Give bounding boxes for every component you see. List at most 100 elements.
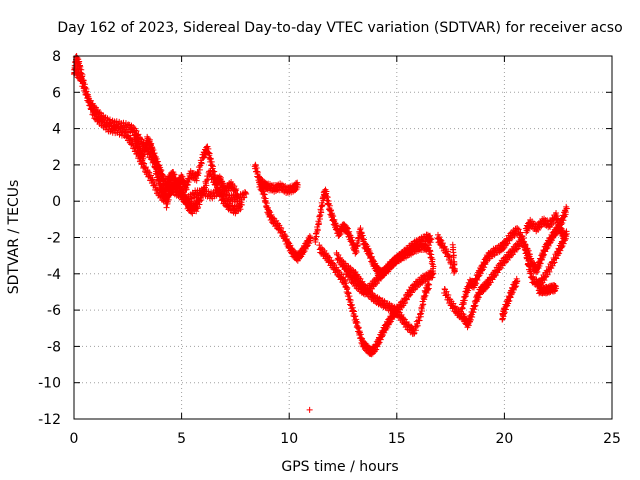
data-point [328, 257, 335, 264]
data-point [489, 276, 496, 283]
data-point [563, 205, 570, 212]
data-point [345, 290, 352, 297]
data-point [216, 186, 223, 193]
data-point [557, 247, 564, 254]
data-point [307, 234, 314, 241]
data-point [494, 269, 501, 276]
data-point [219, 178, 226, 185]
series-track [72, 65, 245, 217]
data-point [284, 235, 291, 242]
data-point [180, 190, 187, 197]
data-point [366, 249, 373, 256]
data-point [562, 209, 569, 216]
data-point [514, 225, 521, 232]
data-point [195, 170, 202, 177]
data-point [403, 296, 410, 303]
data-point [496, 266, 503, 273]
data-point [377, 336, 384, 343]
data-point [541, 277, 548, 284]
data-point [166, 192, 173, 199]
data-point [346, 228, 353, 235]
data-point [553, 255, 560, 262]
data-point [151, 150, 158, 157]
data-point [478, 267, 485, 274]
data-point [159, 171, 166, 178]
data-point [514, 278, 521, 285]
data-point [207, 156, 214, 163]
data-point [243, 190, 250, 197]
y-tick-label: 2 [52, 158, 61, 174]
data-point [209, 162, 216, 169]
data-point [280, 228, 287, 235]
data-point [172, 176, 179, 183]
data-point [538, 256, 545, 263]
data-point [353, 249, 360, 256]
data-point [428, 236, 435, 243]
data-point [426, 242, 433, 249]
data-point [506, 237, 513, 244]
data-point [359, 335, 366, 342]
data-point [410, 286, 417, 293]
data-point [554, 215, 561, 222]
data-point [382, 269, 389, 276]
data-point [175, 180, 182, 187]
data-point [418, 310, 425, 317]
data-point [508, 290, 515, 297]
data-points [71, 52, 570, 413]
data-point [536, 224, 543, 231]
data-point [83, 92, 90, 99]
data-point [553, 210, 560, 217]
data-point [517, 229, 524, 236]
data-point [474, 277, 481, 284]
data-point [377, 274, 384, 281]
data-point [337, 254, 344, 261]
data-point [513, 245, 520, 252]
data-point [140, 153, 147, 160]
data-point [324, 194, 331, 201]
data-point [374, 343, 381, 350]
data-point [85, 93, 92, 100]
data-point [318, 209, 325, 216]
data-point [375, 339, 382, 346]
data-point [561, 232, 568, 239]
data-point [470, 309, 477, 316]
data-point [526, 251, 533, 258]
data-point [465, 322, 472, 329]
data-point [206, 150, 213, 157]
data-point [501, 310, 508, 317]
data-point [142, 164, 149, 171]
data-point [343, 224, 350, 231]
data-point [87, 99, 94, 106]
data-point [405, 292, 412, 299]
data-point [323, 250, 330, 257]
data-point [354, 242, 361, 249]
y-tick-label: 6 [52, 85, 61, 101]
data-point [183, 186, 190, 193]
data-point [512, 283, 519, 290]
y-tick-label: -2 [47, 231, 61, 247]
data-point [331, 216, 338, 223]
data-point [348, 302, 355, 309]
data-point [266, 208, 273, 215]
data-point [368, 253, 375, 260]
data-point [451, 267, 458, 274]
data-point [234, 190, 241, 197]
data-point [170, 170, 177, 177]
x-axis-label: GPS time / hours [281, 459, 398, 475]
x-tick-label: 10 [280, 431, 298, 447]
data-point [501, 259, 508, 266]
data-point [349, 274, 356, 281]
data-point [420, 301, 427, 308]
data-point [200, 191, 207, 198]
data-point [189, 210, 196, 217]
data-point [561, 229, 568, 236]
data-point [353, 318, 360, 325]
data-point [450, 254, 457, 261]
data-point [507, 294, 514, 301]
data-point [96, 109, 103, 116]
data-point [347, 297, 354, 304]
data-point [332, 220, 339, 227]
data-point [312, 236, 319, 243]
data-point [550, 260, 557, 267]
data-point [77, 63, 84, 70]
